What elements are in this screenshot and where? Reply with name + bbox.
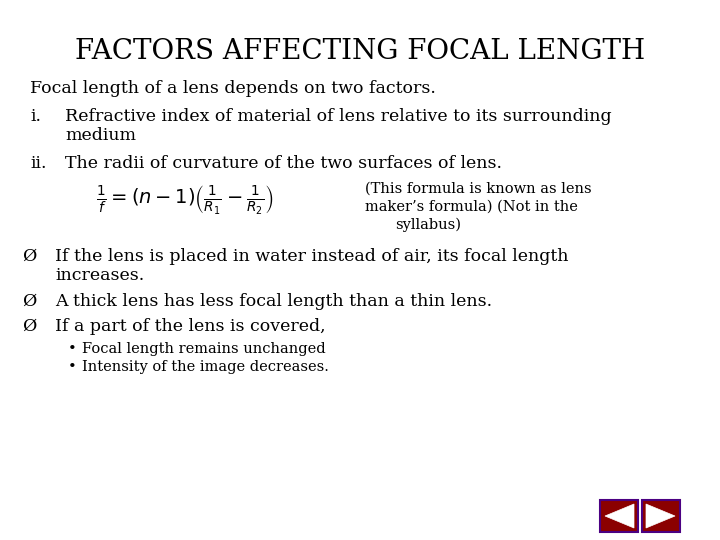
Text: •: • [68,360,77,374]
Text: Intensity of the image decreases.: Intensity of the image decreases. [82,360,329,374]
Polygon shape [646,504,675,528]
Text: •: • [68,342,77,356]
FancyBboxPatch shape [642,500,680,532]
FancyBboxPatch shape [600,500,638,532]
Text: increases.: increases. [55,267,144,284]
Text: maker’s formula) (Not in the: maker’s formula) (Not in the [365,200,578,214]
Text: A thick lens has less focal length than a thin lens.: A thick lens has less focal length than … [55,293,492,310]
Text: FACTORS AFFECTING FOCAL LENGTH: FACTORS AFFECTING FOCAL LENGTH [75,38,645,65]
Text: Refractive index of material of lens relative to its surrounding: Refractive index of material of lens rel… [65,108,611,125]
Text: $\frac{1}{f} = (n-1)\left(\frac{1}{R_1} - \frac{1}{R_2}\right)$: $\frac{1}{f} = (n-1)\left(\frac{1}{R_1} … [96,184,274,217]
Text: The radii of curvature of the two surfaces of lens.: The radii of curvature of the two surfac… [65,155,502,172]
Text: Focal length remains unchanged: Focal length remains unchanged [82,342,325,356]
Polygon shape [605,504,634,528]
Text: If a part of the lens is covered,: If a part of the lens is covered, [55,318,325,335]
Text: Focal length of a lens depends on two factors.: Focal length of a lens depends on two fa… [30,80,436,97]
Text: If the lens is placed in water instead of air, its focal length: If the lens is placed in water instead o… [55,248,569,265]
Text: Ø: Ø [22,248,37,265]
Text: medium: medium [65,127,136,144]
Text: i.: i. [30,108,41,125]
Text: Ø: Ø [22,318,37,335]
Text: Ø: Ø [22,293,37,310]
Text: ii.: ii. [30,155,47,172]
Text: syllabus): syllabus) [395,218,461,232]
Text: (This formula is known as lens: (This formula is known as lens [365,182,592,196]
